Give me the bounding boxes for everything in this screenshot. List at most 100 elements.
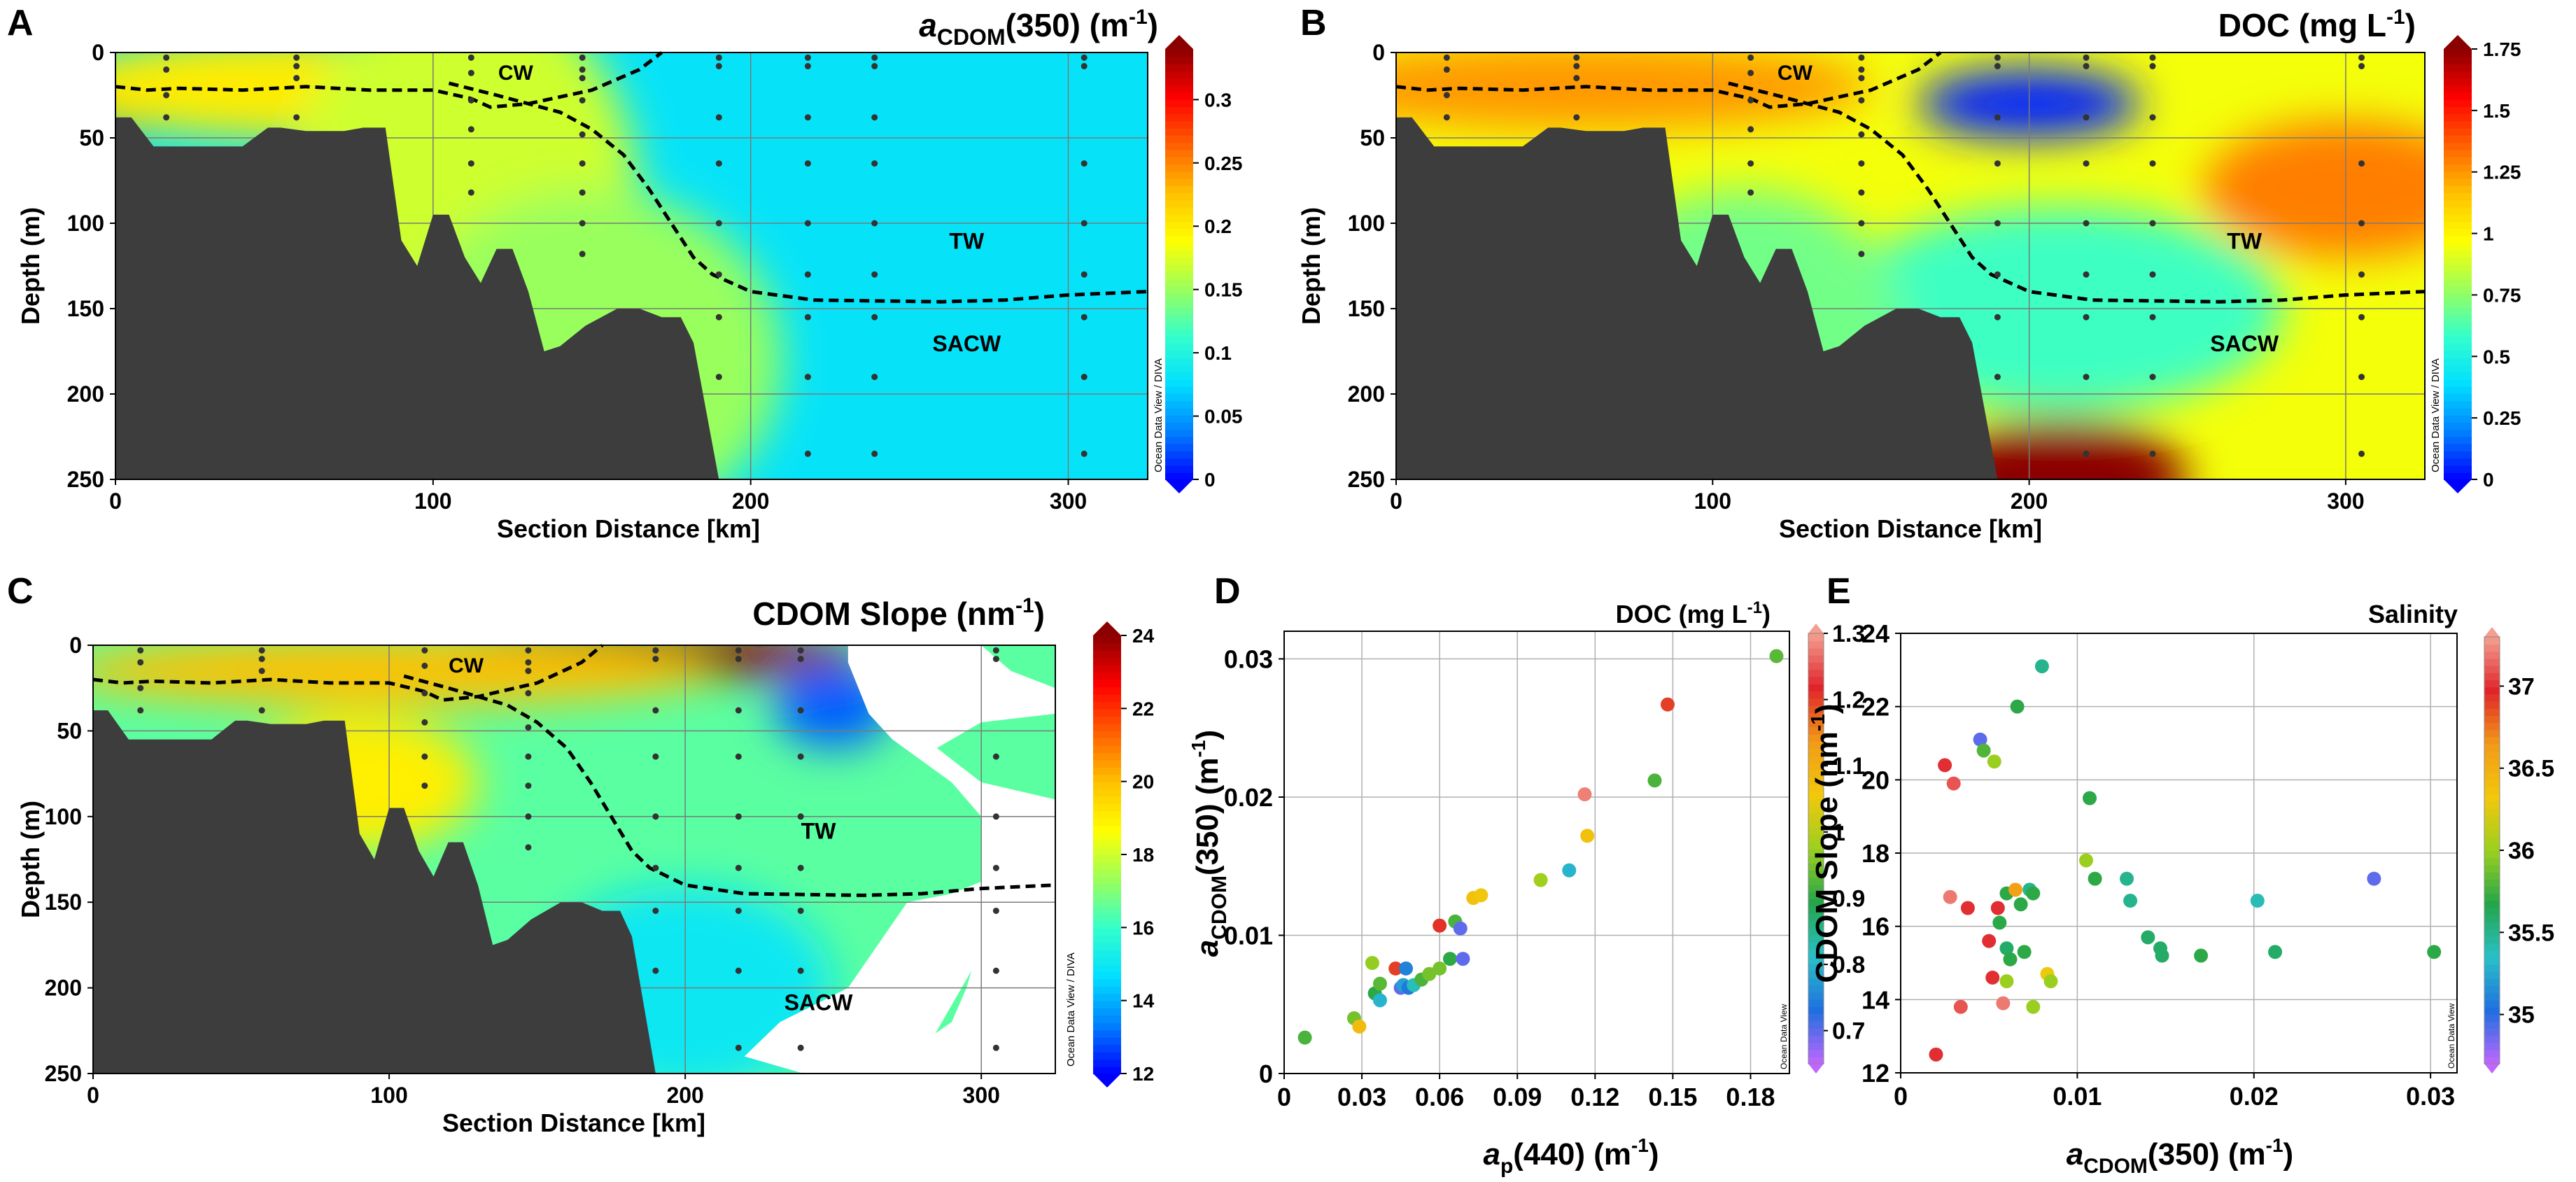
data-point (2043, 974, 2058, 989)
colorbar-segment (2484, 943, 2500, 951)
station-dot (2358, 220, 2365, 227)
colorbar-segment (2484, 829, 2500, 837)
station-dot (797, 907, 804, 914)
station-dot (579, 251, 586, 258)
colorbar-segment (1093, 1015, 1121, 1023)
y-tick-label: 0.02 (1224, 783, 1273, 812)
data-point (2427, 945, 2442, 959)
y-tick-label: 50 (1360, 125, 1385, 150)
colorbar-tick-label: 35 (2508, 1002, 2535, 1029)
colorbar-segment (2444, 228, 2472, 237)
seafloor (115, 117, 719, 480)
colorbar-segment (1808, 662, 1824, 670)
colorbar-segment (1165, 429, 1193, 437)
station-dot (2358, 271, 2365, 278)
colorbar-segment (1165, 443, 1193, 451)
panel-a-title: aCDOM(350) (m-1) (919, 6, 1158, 50)
colorbar-segment (1165, 120, 1193, 129)
colorbar-segment (1165, 228, 1193, 237)
colorbar-segment (1165, 192, 1193, 201)
colorbar-segment (1165, 92, 1193, 100)
data-point (2083, 791, 2097, 805)
colorbar-segment (1165, 85, 1193, 93)
colorbar-segment (1808, 826, 1824, 835)
station-dot (804, 374, 811, 381)
station-dot (992, 907, 999, 914)
colorbar-segment (1808, 941, 1824, 950)
colorbar-segment (1808, 999, 1824, 1007)
y-tick-label: 150 (1348, 296, 1385, 321)
colorbar-segment (1093, 832, 1121, 841)
colorbar-segment (2444, 56, 2472, 64)
station-dot (871, 374, 878, 381)
colorbar-segment (2444, 372, 2472, 380)
colorbar-tick-label: 1.1 (1832, 753, 1865, 780)
colorbar-segment (1165, 106, 1193, 115)
colorbar-segment (1093, 1066, 1121, 1074)
colorbar-segment (1808, 784, 1824, 792)
colorbar-segment (2484, 779, 2500, 787)
colorbar-segment (1808, 640, 1824, 649)
colorbar-segment (2484, 637, 2500, 645)
plot-frame (1395, 52, 2426, 480)
colorbar-segment (2444, 213, 2472, 222)
colorbar-top-arrow (2444, 35, 2472, 49)
data-point (1433, 961, 1447, 976)
colorbar-segment (1093, 635, 1121, 644)
colorbar-segment (2444, 113, 2472, 122)
colorbar-segment (2484, 864, 2500, 873)
colorbar-segment (2484, 836, 2500, 844)
colorbar-segment (2444, 293, 2472, 301)
station-dot (652, 907, 659, 914)
colorbar-bottom-arrow (1165, 479, 1193, 493)
station-dot (258, 647, 265, 654)
colorbar-segment (1808, 963, 1824, 971)
colorbar-segment (1165, 414, 1193, 423)
x-tick-label: 100 (370, 1083, 407, 1108)
colorbar-top-arrow (1165, 35, 1193, 49)
colorbar-segment (1165, 314, 1193, 323)
colorbar-segment (2444, 264, 2472, 272)
station-dot (293, 54, 300, 61)
data-point (1388, 961, 1403, 976)
colorbar-segment (1093, 694, 1121, 702)
colorbar-segment (2444, 436, 2472, 444)
station-dot (2149, 271, 2156, 278)
station-dot (2083, 54, 2090, 61)
colorbar-segment (1808, 691, 1824, 699)
panel-a-ylabel: Depth (m) (16, 207, 45, 325)
colorbar-segment (1093, 949, 1121, 958)
colorbar-segment (1093, 891, 1121, 899)
station-dot (992, 1044, 999, 1051)
station-dot (715, 54, 722, 61)
colorbar-tick-label: 36 (2508, 838, 2535, 864)
station-dot (1081, 314, 1088, 321)
station-dot (715, 374, 722, 381)
station-dot (163, 92, 170, 99)
colorbar-segment (2484, 815, 2500, 823)
station-dot (467, 97, 474, 104)
x-tick-label: 0 (109, 488, 122, 514)
station-dot (871, 314, 878, 321)
station-dot (2149, 54, 2156, 61)
station-dot (1994, 271, 2001, 278)
colorbar-segment (2444, 472, 2472, 480)
colorbar-segment (2484, 914, 2500, 922)
x-tick-label: 0 (1277, 1083, 1291, 1111)
station-dot (2149, 374, 2156, 381)
colorbar-segment (1165, 336, 1193, 344)
colorbar-segment (1165, 279, 1193, 287)
data-point (2026, 886, 2041, 901)
colorbar-segment (2444, 70, 2472, 78)
colorbar-segment (1093, 1029, 1121, 1038)
station-dot (525, 690, 532, 697)
station-dot (467, 126, 474, 133)
colorbar-segment (1808, 841, 1824, 850)
station-dot (137, 684, 144, 691)
colorbar-segment (2484, 750, 2500, 759)
colorbar-segment (1165, 250, 1193, 258)
colorbar-segment (1808, 934, 1824, 943)
station-dot (525, 813, 532, 820)
station-dot (1573, 54, 1580, 61)
station-dot (1443, 66, 1450, 73)
